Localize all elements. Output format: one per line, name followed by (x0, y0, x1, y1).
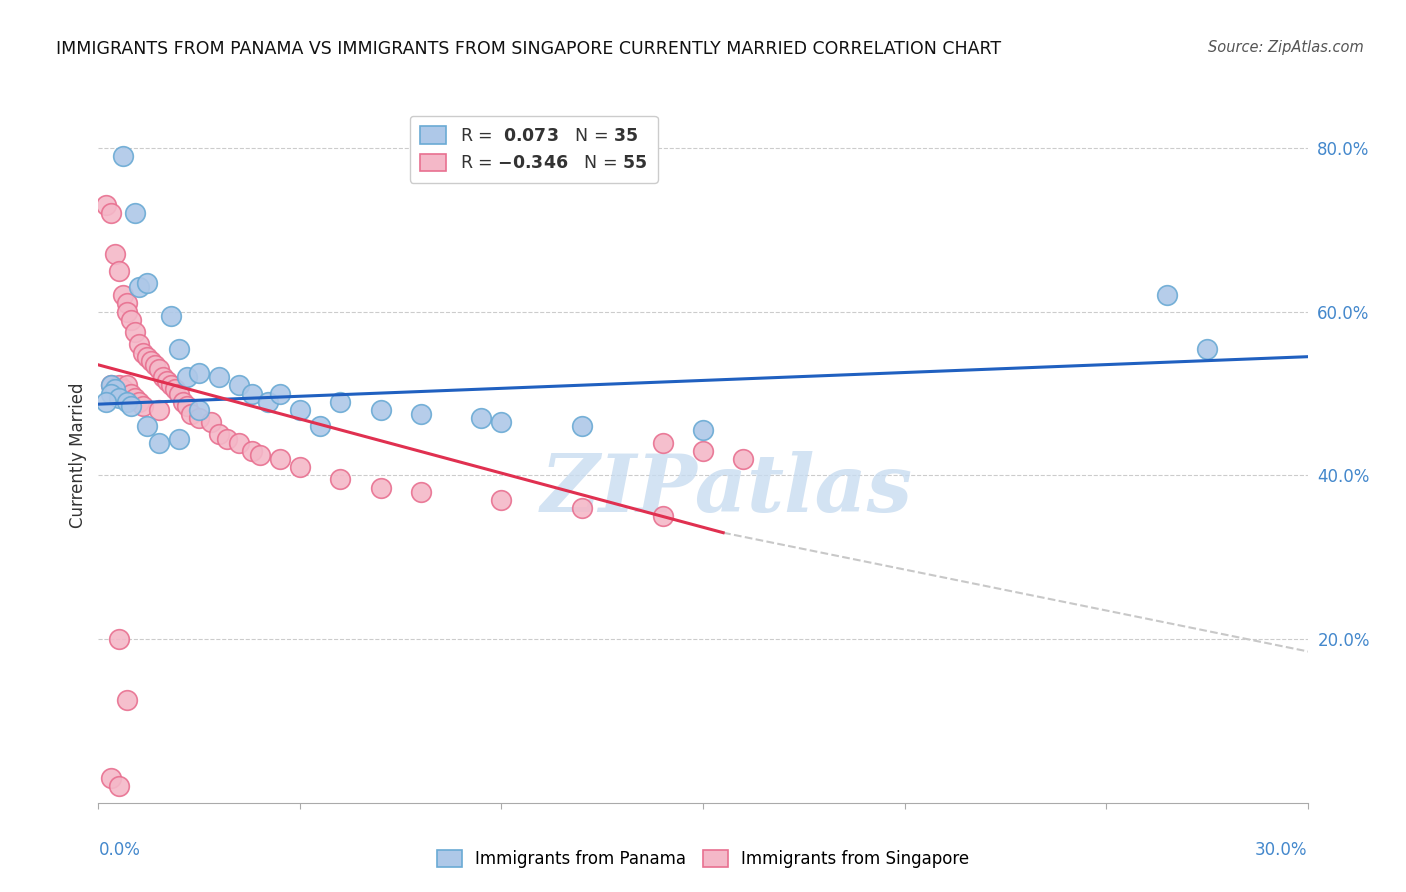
Point (1195, 342, 1218, 356)
Point (124, 325, 146, 339)
Text: 0.0%: 0.0% (98, 841, 141, 859)
Point (135, 419, 157, 434)
Point (115, 693, 138, 707)
Point (128, 280, 150, 294)
Point (167, 342, 190, 356)
Point (160, 309, 183, 323)
Point (571, 419, 593, 434)
Legend: Immigrants from Panama, Immigrants from Singapore: Immigrants from Panama, Immigrants from … (430, 843, 976, 875)
Point (188, 366, 211, 380)
Point (188, 411, 211, 425)
Point (288, 403, 311, 417)
Point (107, 780, 129, 794)
Point (217, 432, 239, 446)
Point (208, 427, 231, 442)
Point (107, 378, 129, 392)
Point (148, 362, 170, 376)
Point (111, 288, 134, 302)
Point (470, 411, 492, 425)
Point (256, 394, 278, 409)
Point (107, 264, 129, 278)
Point (115, 296, 138, 310)
Point (409, 484, 432, 499)
Point (135, 276, 157, 290)
Point (107, 632, 129, 646)
Point (115, 394, 138, 409)
Point (111, 149, 134, 163)
Point (103, 383, 125, 397)
Point (132, 399, 155, 413)
Point (120, 313, 142, 327)
Point (120, 386, 142, 401)
Point (228, 378, 250, 392)
Point (152, 370, 174, 384)
Point (100, 386, 122, 401)
Point (111, 383, 134, 397)
Point (409, 407, 432, 421)
Text: ZIPatlas: ZIPatlas (541, 451, 914, 528)
Point (115, 378, 138, 392)
Point (176, 399, 198, 413)
Point (208, 370, 231, 384)
Point (370, 481, 392, 495)
Point (692, 443, 714, 458)
Point (167, 432, 190, 446)
Point (172, 394, 194, 409)
Point (96, 394, 118, 409)
Point (228, 435, 250, 450)
Point (329, 394, 352, 409)
Y-axis label: Currently Married: Currently Married (69, 382, 87, 528)
Point (103, 247, 125, 261)
Point (160, 378, 183, 392)
Point (163, 383, 186, 397)
Legend: R =  $\bf{0.073}$   N = $\bf{35}$, R = $\bf{-0.346}$   N = $\bf{55}$: R = $\bf{0.073}$ N = $\bf{35}$, R = $\bf… (409, 116, 658, 183)
Point (100, 378, 122, 392)
Point (124, 391, 146, 405)
Point (240, 443, 263, 458)
Point (124, 206, 146, 220)
Point (135, 350, 157, 364)
Point (167, 386, 190, 401)
Text: Source: ZipAtlas.com: Source: ZipAtlas.com (1208, 40, 1364, 55)
Point (309, 419, 332, 434)
Point (100, 771, 122, 785)
Point (100, 206, 122, 220)
Text: 30.0%: 30.0% (1256, 841, 1308, 859)
Point (491, 492, 513, 507)
Point (188, 403, 211, 417)
Point (249, 448, 271, 462)
Point (269, 452, 291, 467)
Point (571, 501, 593, 516)
Point (180, 407, 202, 421)
Point (148, 435, 170, 450)
Point (128, 337, 150, 351)
Point (148, 403, 170, 417)
Point (128, 394, 150, 409)
Point (100, 378, 122, 392)
Point (143, 358, 166, 372)
Point (103, 383, 125, 397)
Point (288, 460, 311, 475)
Point (733, 452, 755, 467)
Point (692, 423, 714, 437)
Point (156, 374, 179, 388)
Point (1156, 288, 1178, 302)
Point (96, 198, 118, 212)
Point (132, 345, 155, 359)
Point (240, 386, 263, 401)
Point (115, 304, 138, 318)
Text: IMMIGRANTS FROM PANAMA VS IMMIGRANTS FROM SINGAPORE CURRENTLY MARRIED CORRELATIO: IMMIGRANTS FROM PANAMA VS IMMIGRANTS FRO… (56, 40, 1001, 58)
Point (651, 509, 673, 524)
Point (176, 370, 198, 384)
Point (269, 386, 291, 401)
Point (370, 403, 392, 417)
Point (329, 473, 352, 487)
Point (200, 415, 222, 429)
Point (491, 415, 513, 429)
Point (651, 435, 673, 450)
Point (120, 399, 142, 413)
Point (139, 353, 162, 368)
Point (107, 391, 129, 405)
